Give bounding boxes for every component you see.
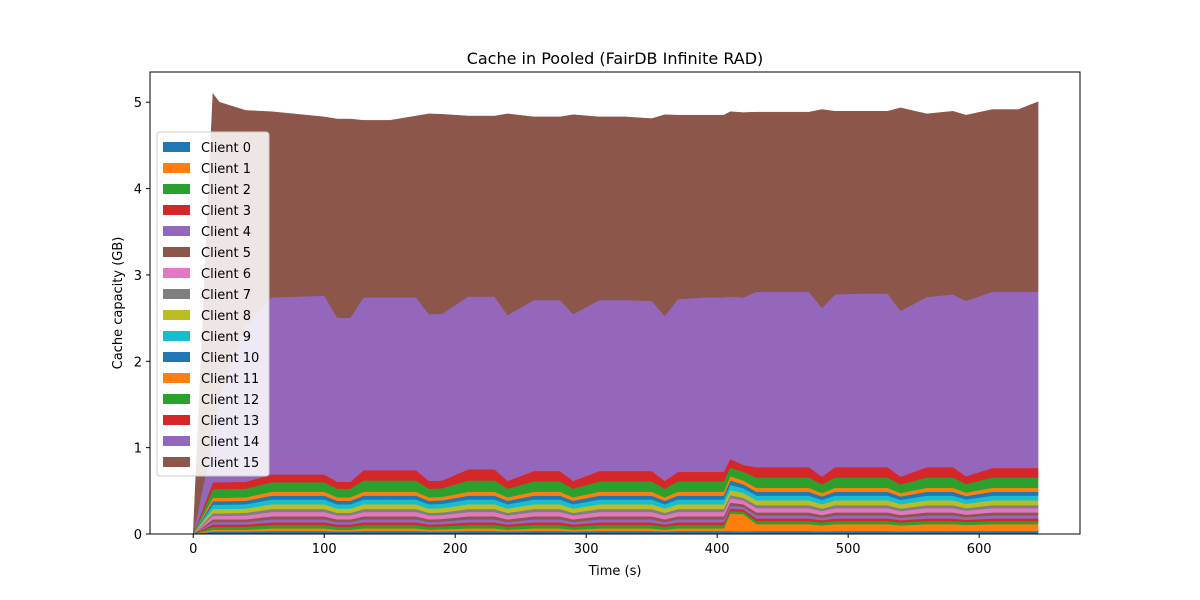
legend-label-7: Client 7	[201, 288, 251, 303]
legend-swatch-11	[163, 373, 190, 383]
y-tick-label-5: 5	[134, 96, 142, 111]
x-tick-label-2: 200	[443, 542, 468, 557]
x-axis-label: Time (s)	[588, 564, 642, 579]
y-tick-label-4: 4	[134, 183, 142, 198]
legend-swatch-15	[163, 457, 190, 467]
area-series-15	[192, 92, 1039, 535]
legend-swatch-13	[163, 415, 190, 425]
legend-label-12: Client 12	[201, 393, 259, 408]
y-axis: 0 1 2 3 4 5	[134, 96, 150, 543]
legend-swatch-4	[163, 226, 190, 236]
legend-label-14: Client 14	[201, 435, 259, 450]
legend-label-15: Client 15	[201, 456, 259, 471]
y-tick-label-2: 2	[134, 355, 142, 370]
plot-areas	[192, 92, 1039, 535]
legend-label-2: Client 2	[201, 183, 251, 198]
legend-label-3: Client 3	[201, 204, 251, 219]
legend-swatch-0	[163, 142, 190, 152]
legend-label-1: Client 1	[201, 162, 251, 177]
legend-swatch-6	[163, 268, 190, 278]
legend-swatch-8	[163, 310, 190, 320]
x-tick-label-5: 500	[836, 542, 861, 557]
legend-label-6: Client 6	[201, 267, 251, 282]
legend-label-8: Client 8	[201, 309, 251, 324]
legend-swatch-2	[163, 184, 190, 194]
x-tick-label-1: 100	[312, 542, 337, 557]
legend-label-11: Client 11	[201, 372, 259, 387]
legend-swatch-7	[163, 289, 190, 299]
legend-swatch-9	[163, 331, 190, 341]
legend-swatch-3	[163, 205, 190, 215]
x-tick-label-4: 400	[705, 542, 730, 557]
x-tick-label-3: 300	[574, 542, 599, 557]
legend-swatch-14	[163, 436, 190, 446]
legend: Client 0 Client 1 Client 2 Client 3 Client 4…	[156, 131, 270, 477]
legend-swatch-12	[163, 394, 190, 404]
x-tick-label-0: 0	[189, 542, 197, 557]
legend-swatch-10	[163, 352, 190, 362]
legend-label-9: Client 9	[201, 330, 251, 345]
y-axis-label: Cache capacity (GB)	[111, 237, 126, 370]
y-tick-label-3: 3	[134, 269, 142, 284]
chart-title: Cache in Pooled (FairDB Infinite RAD)	[467, 49, 764, 68]
x-axis: 0 100 200 300 400 500 600	[189, 534, 992, 557]
y-tick-label-0: 0	[134, 528, 142, 543]
legend-label-0: Client 0	[201, 141, 251, 156]
legend-box	[156, 131, 270, 477]
legend-swatch-1	[163, 163, 190, 173]
legend-label-5: Client 5	[201, 246, 251, 261]
legend-label-4: Client 4	[201, 225, 251, 240]
legend-swatch-5	[163, 247, 190, 257]
legend-label-13: Client 13	[201, 414, 259, 429]
legend-label-10: Client 10	[201, 351, 259, 366]
axes-frame	[149, 71, 1081, 535]
y-tick-label-1: 1	[134, 442, 142, 457]
x-tick-label-6: 600	[967, 542, 992, 557]
